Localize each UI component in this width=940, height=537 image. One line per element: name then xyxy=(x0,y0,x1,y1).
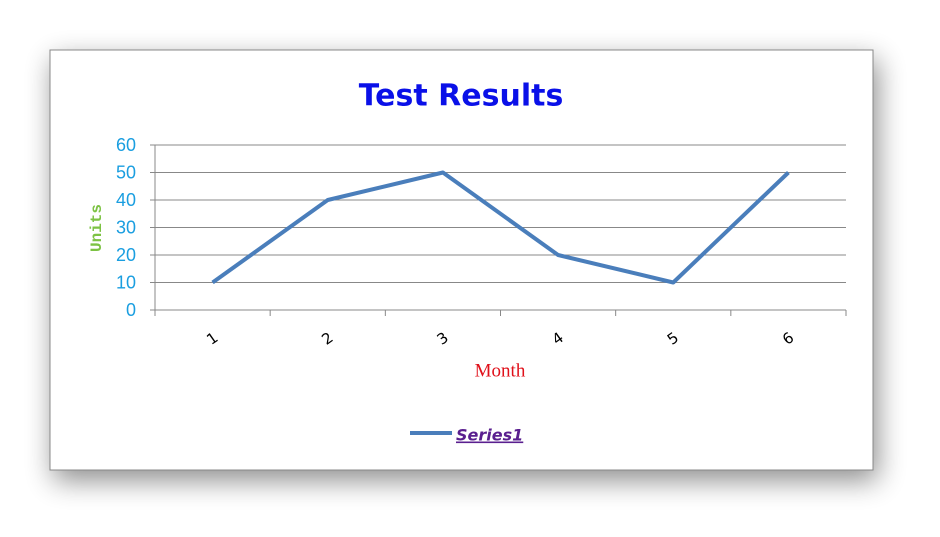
y-tick-label: 20 xyxy=(116,245,136,265)
y-tick-label: 30 xyxy=(116,217,136,237)
x-axis-label: Month xyxy=(475,360,526,381)
y-tick-label: 50 xyxy=(116,162,136,182)
series-line xyxy=(211,170,790,285)
chart-title: Test Results xyxy=(359,79,564,114)
y-axis-label: Units xyxy=(88,204,106,252)
legend-label: Series1 xyxy=(456,426,523,445)
y-tick-label: 60 xyxy=(116,135,136,155)
chart-frame xyxy=(49,49,874,471)
y-tick-label: 40 xyxy=(116,190,136,210)
y-tick-label: 10 xyxy=(116,272,136,292)
y-tick-label: 0 xyxy=(126,300,136,320)
